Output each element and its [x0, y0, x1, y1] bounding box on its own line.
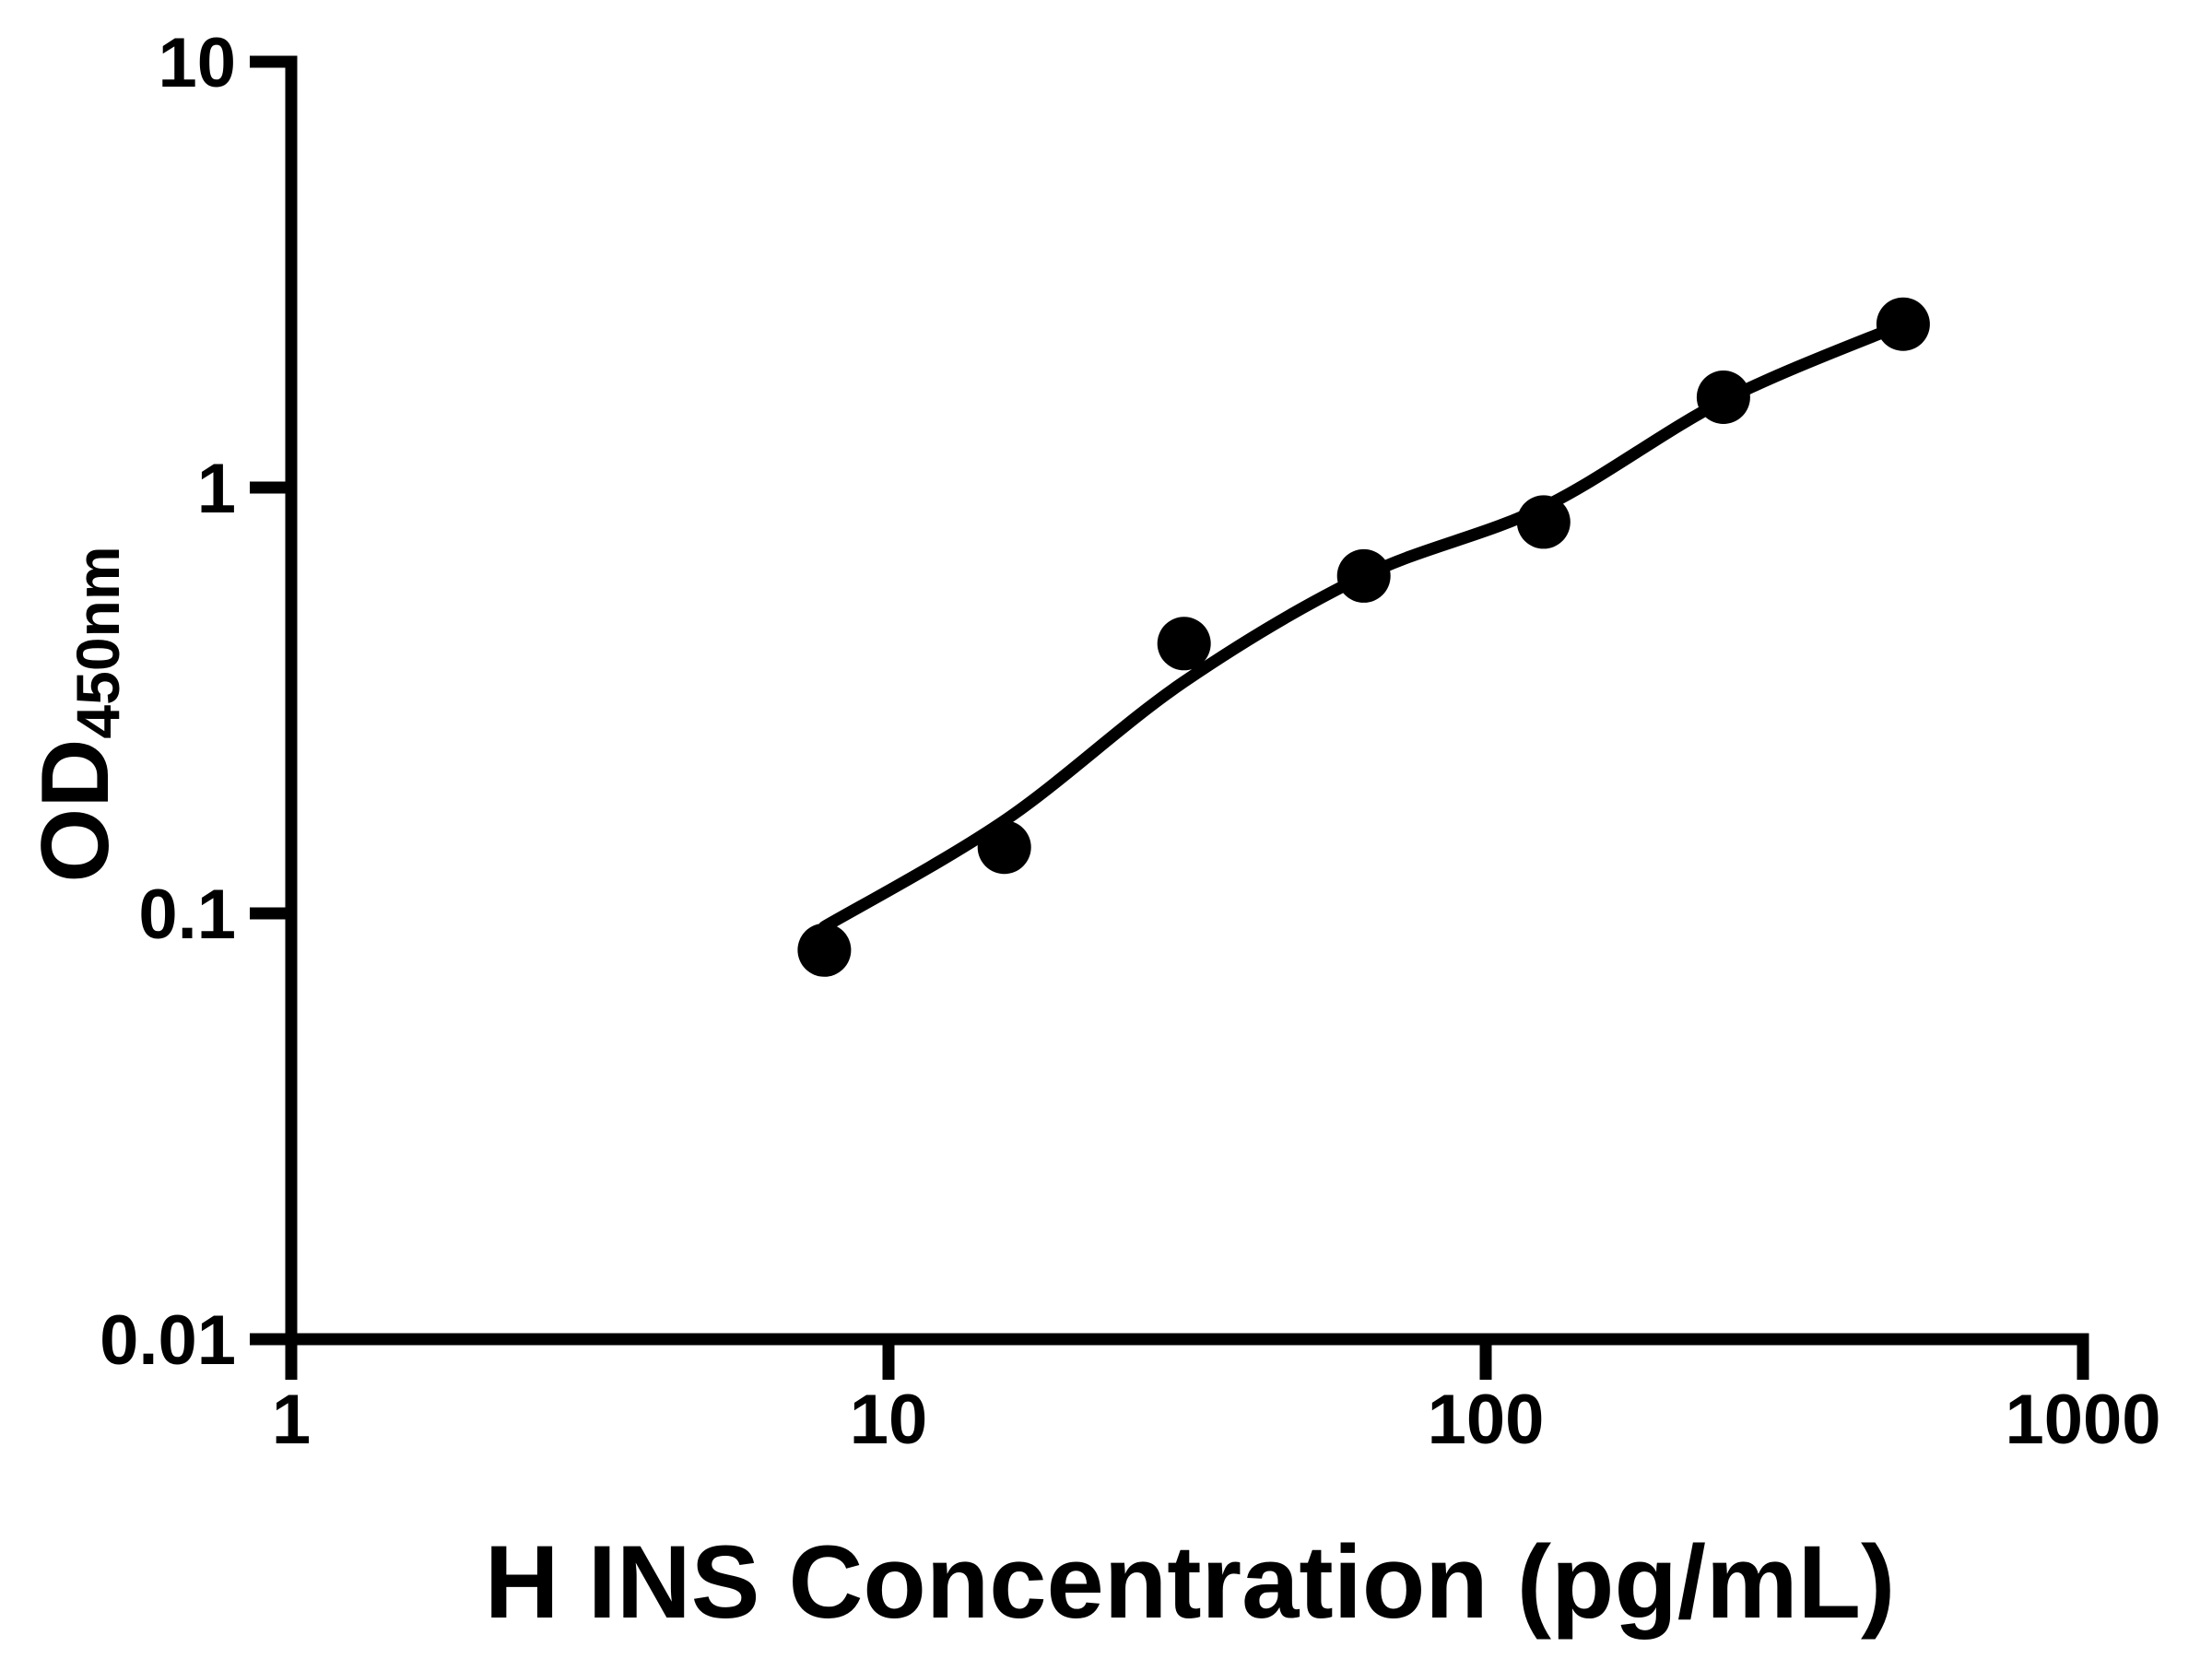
x-tick-label-100: 100	[1428, 1381, 1545, 1459]
y-axis-title-subscript: 450nm	[64, 546, 132, 738]
data-points-layer	[797, 297, 1930, 977]
y-axis-title: OD450nm	[22, 546, 132, 882]
axes-layer: 0.01 0.1 1 10 1 10 100 1000	[100, 24, 2160, 1459]
data-point-4	[1516, 495, 1571, 549]
y-tick-label-0.1: 0.1	[138, 876, 236, 954]
y-tick-label-0.01: 0.01	[100, 1301, 236, 1380]
data-point-1	[977, 820, 1031, 875]
y-tick-label-1: 1	[197, 450, 236, 528]
labels-layer: H INS Concentration (pg/mL) OD450nm	[22, 546, 1895, 1640]
x-axis-title: H INS Concentration (pg/mL)	[485, 1524, 1896, 1640]
x-tick-label-1: 1	[272, 1381, 311, 1459]
data-point-5	[1696, 371, 1750, 424]
x-tick-label-10: 10	[850, 1381, 928, 1459]
data-point-6	[1876, 297, 1930, 351]
data-point-3	[1336, 548, 1391, 603]
data-point-2	[1157, 617, 1211, 671]
y-tick-label-10: 10	[158, 24, 236, 102]
y-axis-title-main: OD	[22, 739, 129, 883]
x-tick-label-1000: 1000	[2005, 1381, 2160, 1459]
data-point-0	[797, 923, 852, 977]
